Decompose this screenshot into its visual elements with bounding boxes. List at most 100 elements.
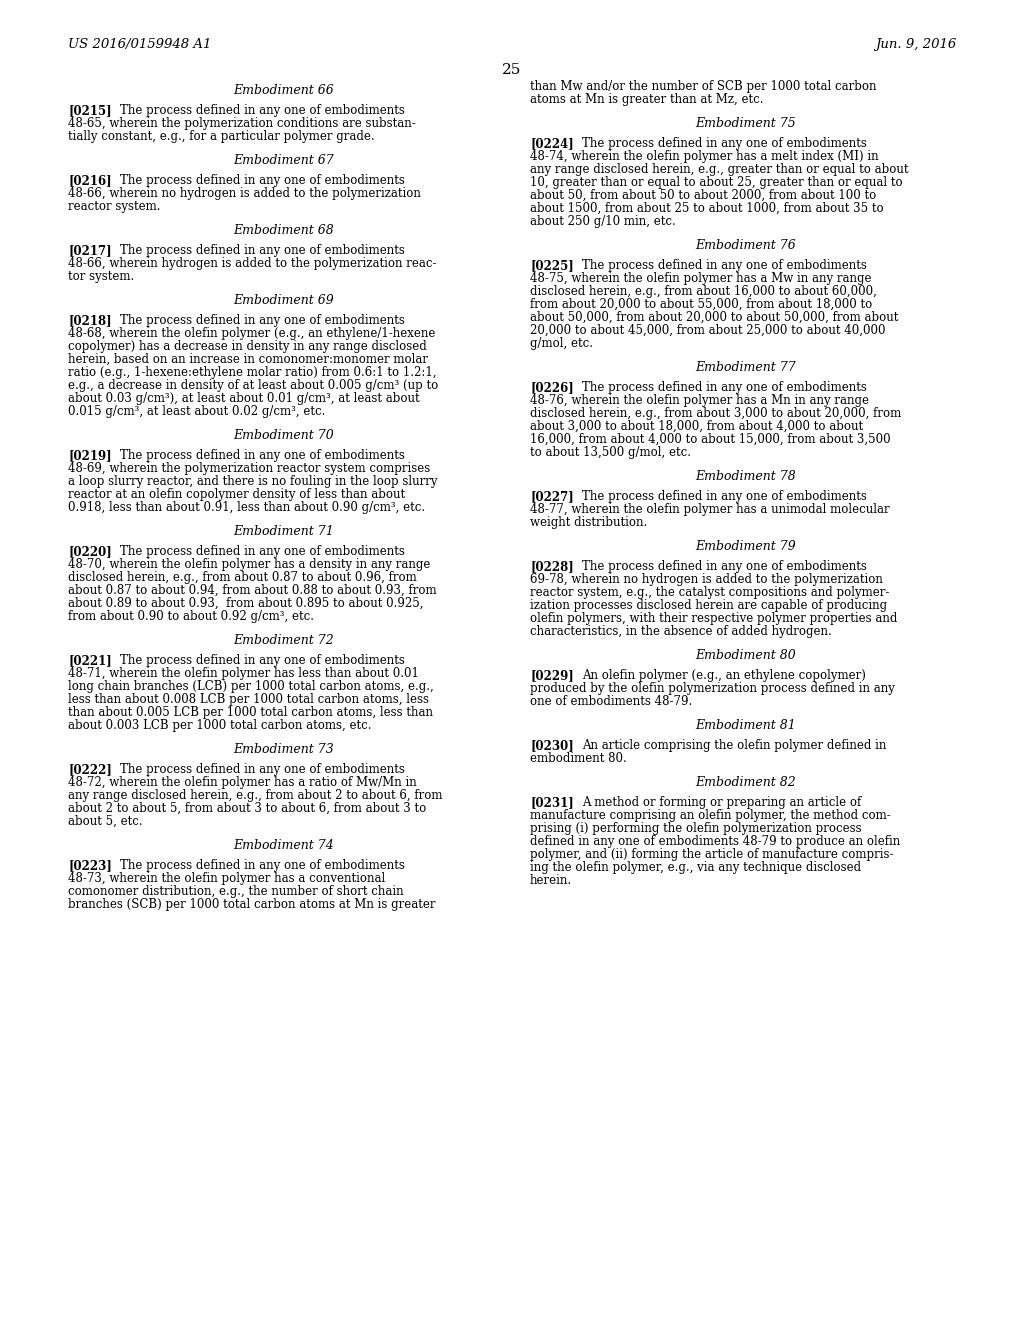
Text: Embodiment 75: Embodiment 75 (695, 117, 797, 129)
Text: 48-74, wherein the olefin polymer has a melt index (MI) in: 48-74, wherein the olefin polymer has a … (530, 150, 879, 162)
Text: Embodiment 77: Embodiment 77 (695, 360, 797, 374)
Text: comonomer distribution, e.g., the number of short chain: comonomer distribution, e.g., the number… (68, 884, 403, 898)
Text: manufacture comprising an olefin polymer, the method com-: manufacture comprising an olefin polymer… (530, 809, 891, 822)
Text: 16,000, from about 4,000 to about 15,000, from about 3,500: 16,000, from about 4,000 to about 15,000… (530, 433, 891, 446)
Text: The process defined in any one of embodiments: The process defined in any one of embodi… (120, 763, 404, 776)
Text: tor system.: tor system. (68, 271, 134, 282)
Text: about 250 g/10 min, etc.: about 250 g/10 min, etc. (530, 215, 676, 228)
Text: 48-66, wherein no hydrogen is added to the polymerization: 48-66, wherein no hydrogen is added to t… (68, 187, 421, 201)
Text: herein.: herein. (530, 874, 572, 887)
Text: about 1500, from about 25 to about 1000, from about 35 to: about 1500, from about 25 to about 1000,… (530, 202, 884, 215)
Text: [0220]: [0220] (68, 545, 112, 558)
Text: ization processes disclosed herein are capable of producing: ization processes disclosed herein are c… (530, 599, 887, 612)
Text: The process defined in any one of embodiments: The process defined in any one of embodi… (120, 545, 404, 558)
Text: about 3,000 to about 18,000, from about 4,000 to about: about 3,000 to about 18,000, from about … (530, 420, 863, 433)
Text: The process defined in any one of embodiments: The process defined in any one of embodi… (582, 259, 867, 272)
Text: olefin polymers, with their respective polymer properties and: olefin polymers, with their respective p… (530, 612, 897, 624)
Text: about 50,000, from about 20,000 to about 50,000, from about: about 50,000, from about 20,000 to about… (530, 312, 898, 323)
Text: Embodiment 71: Embodiment 71 (233, 525, 335, 539)
Text: prising (i) performing the olefin polymerization process: prising (i) performing the olefin polyme… (530, 822, 861, 836)
Text: about 5, etc.: about 5, etc. (68, 814, 142, 828)
Text: [0225]: [0225] (530, 259, 573, 272)
Text: reactor at an olefin copolymer density of less than about: reactor at an olefin copolymer density o… (68, 488, 406, 502)
Text: The process defined in any one of embodiments: The process defined in any one of embodi… (120, 174, 404, 187)
Text: about 50, from about 50 to about 2000, from about 100 to: about 50, from about 50 to about 2000, f… (530, 189, 877, 202)
Text: produced by the olefin polymerization process defined in any: produced by the olefin polymerization pr… (530, 682, 895, 696)
Text: Embodiment 68: Embodiment 68 (233, 224, 335, 238)
Text: 48-70, wherein the olefin polymer has a density in any range: 48-70, wherein the olefin polymer has a … (68, 558, 430, 572)
Text: Embodiment 69: Embodiment 69 (233, 294, 335, 308)
Text: ing the olefin polymer, e.g., via any technique disclosed: ing the olefin polymer, e.g., via any te… (530, 861, 861, 874)
Text: than about 0.005 LCB per 1000 total carbon atoms, less than: than about 0.005 LCB per 1000 total carb… (68, 706, 433, 719)
Text: Embodiment 72: Embodiment 72 (233, 634, 335, 647)
Text: The process defined in any one of embodiments: The process defined in any one of embodi… (582, 381, 867, 393)
Text: [0221]: [0221] (68, 653, 112, 667)
Text: a loop slurry reactor, and there is no fouling in the loop slurry: a loop slurry reactor, and there is no f… (68, 475, 437, 488)
Text: long chain branches (LCB) per 1000 total carbon atoms, e.g.,: long chain branches (LCB) per 1000 total… (68, 680, 434, 693)
Text: defined in any one of embodiments 48-79 to produce an olefin: defined in any one of embodiments 48-79 … (530, 836, 900, 847)
Text: disclosed herein, e.g., from about 0.87 to about 0.96, from: disclosed herein, e.g., from about 0.87 … (68, 572, 417, 583)
Text: herein, based on an increase in comonomer:monomer molar: herein, based on an increase in comonome… (68, 352, 428, 366)
Text: about 2 to about 5, from about 3 to about 6, from about 3 to: about 2 to about 5, from about 3 to abou… (68, 803, 426, 814)
Text: Embodiment 78: Embodiment 78 (695, 470, 797, 483)
Text: about 0.89 to about 0.93,  from about 0.895 to about 0.925,: about 0.89 to about 0.93, from about 0.8… (68, 597, 424, 610)
Text: The process defined in any one of embodiments: The process defined in any one of embodi… (120, 314, 404, 327)
Text: reactor system, e.g., the catalyst compositions and polymer-: reactor system, e.g., the catalyst compo… (530, 586, 890, 599)
Text: Embodiment 74: Embodiment 74 (233, 840, 335, 851)
Text: The process defined in any one of embodiments: The process defined in any one of embodi… (582, 137, 867, 150)
Text: about 0.003 LCB per 1000 total carbon atoms, etc.: about 0.003 LCB per 1000 total carbon at… (68, 719, 372, 733)
Text: 48-66, wherein hydrogen is added to the polymerization reac-: 48-66, wherein hydrogen is added to the … (68, 257, 436, 271)
Text: 48-65, wherein the polymerization conditions are substan-: 48-65, wherein the polymerization condit… (68, 117, 416, 129)
Text: 48-77, wherein the olefin polymer has a unimodal molecular: 48-77, wherein the olefin polymer has a … (530, 503, 890, 516)
Text: one of embodiments 48-79.: one of embodiments 48-79. (530, 696, 692, 708)
Text: characteristics, in the absence of added hydrogen.: characteristics, in the absence of added… (530, 624, 831, 638)
Text: e.g., a decrease in density of at least about 0.005 g/cm³ (up to: e.g., a decrease in density of at least … (68, 379, 438, 392)
Text: Embodiment 67: Embodiment 67 (233, 154, 335, 168)
Text: g/mol, etc.: g/mol, etc. (530, 337, 593, 350)
Text: from about 20,000 to about 55,000, from about 18,000 to: from about 20,000 to about 55,000, from … (530, 298, 872, 312)
Text: Embodiment 70: Embodiment 70 (233, 429, 335, 442)
Text: disclosed herein, e.g., from about 16,000 to about 60,000,: disclosed herein, e.g., from about 16,00… (530, 285, 877, 298)
Text: 20,000 to about 45,000, from about 25,000 to about 40,000: 20,000 to about 45,000, from about 25,00… (530, 323, 886, 337)
Text: The process defined in any one of embodiments: The process defined in any one of embodi… (582, 490, 867, 503)
Text: An olefin polymer (e.g., an ethylene copolymer): An olefin polymer (e.g., an ethylene cop… (582, 669, 866, 682)
Text: [0223]: [0223] (68, 859, 112, 873)
Text: Jun. 9, 2016: Jun. 9, 2016 (874, 38, 956, 51)
Text: less than about 0.008 LCB per 1000 total carbon atoms, less: less than about 0.008 LCB per 1000 total… (68, 693, 429, 706)
Text: disclosed herein, e.g., from about 3,000 to about 20,000, from: disclosed herein, e.g., from about 3,000… (530, 407, 901, 420)
Text: reactor system.: reactor system. (68, 201, 161, 213)
Text: copolymer) has a decrease in density in any range disclosed: copolymer) has a decrease in density in … (68, 341, 427, 352)
Text: [0226]: [0226] (530, 381, 573, 393)
Text: [0218]: [0218] (68, 314, 112, 327)
Text: 48-76, wherein the olefin polymer has a Mn in any range: 48-76, wherein the olefin polymer has a … (530, 393, 869, 407)
Text: The process defined in any one of embodiments: The process defined in any one of embodi… (120, 859, 404, 873)
Text: than Mw and/or the number of SCB per 1000 total carbon: than Mw and/or the number of SCB per 100… (530, 81, 877, 92)
Text: [0219]: [0219] (68, 449, 112, 462)
Text: Embodiment 79: Embodiment 79 (695, 540, 797, 553)
Text: 10, greater than or equal to about 25, greater than or equal to: 10, greater than or equal to about 25, g… (530, 176, 902, 189)
Text: US 2016/0159948 A1: US 2016/0159948 A1 (68, 38, 211, 51)
Text: [0230]: [0230] (530, 739, 573, 752)
Text: Embodiment 80: Embodiment 80 (695, 649, 797, 663)
Text: [0215]: [0215] (68, 104, 112, 117)
Text: An article comprising the olefin polymer defined in: An article comprising the olefin polymer… (582, 739, 887, 752)
Text: 48-69, wherein the polymerization reactor system comprises: 48-69, wherein the polymerization reacto… (68, 462, 430, 475)
Text: Embodiment 82: Embodiment 82 (695, 776, 797, 789)
Text: The process defined in any one of embodiments: The process defined in any one of embodi… (120, 653, 404, 667)
Text: Embodiment 81: Embodiment 81 (695, 719, 797, 733)
Text: [0228]: [0228] (530, 560, 573, 573)
Text: [0216]: [0216] (68, 174, 112, 187)
Text: polymer, and (ii) forming the article of manufacture compris-: polymer, and (ii) forming the article of… (530, 847, 894, 861)
Text: 48-75, wherein the olefin polymer has a Mw in any range: 48-75, wherein the olefin polymer has a … (530, 272, 871, 285)
Text: The process defined in any one of embodiments: The process defined in any one of embodi… (582, 560, 867, 573)
Text: any range disclosed herein, e.g., from about 2 to about 6, from: any range disclosed herein, e.g., from a… (68, 789, 442, 803)
Text: 48-73, wherein the olefin polymer has a conventional: 48-73, wherein the olefin polymer has a … (68, 873, 385, 884)
Text: 48-72, wherein the olefin polymer has a ratio of Mw/Mn in: 48-72, wherein the olefin polymer has a … (68, 776, 417, 789)
Text: to about 13,500 g/mol, etc.: to about 13,500 g/mol, etc. (530, 446, 691, 459)
Text: from about 0.90 to about 0.92 g/cm³, etc.: from about 0.90 to about 0.92 g/cm³, etc… (68, 610, 314, 623)
Text: 0.015 g/cm³, at least about 0.02 g/cm³, etc.: 0.015 g/cm³, at least about 0.02 g/cm³, … (68, 405, 326, 418)
Text: 0.918, less than about 0.91, less than about 0.90 g/cm³, etc.: 0.918, less than about 0.91, less than a… (68, 502, 425, 513)
Text: Embodiment 73: Embodiment 73 (233, 743, 335, 756)
Text: [0222]: [0222] (68, 763, 112, 776)
Text: branches (SCB) per 1000 total carbon atoms at Mn is greater: branches (SCB) per 1000 total carbon ato… (68, 898, 435, 911)
